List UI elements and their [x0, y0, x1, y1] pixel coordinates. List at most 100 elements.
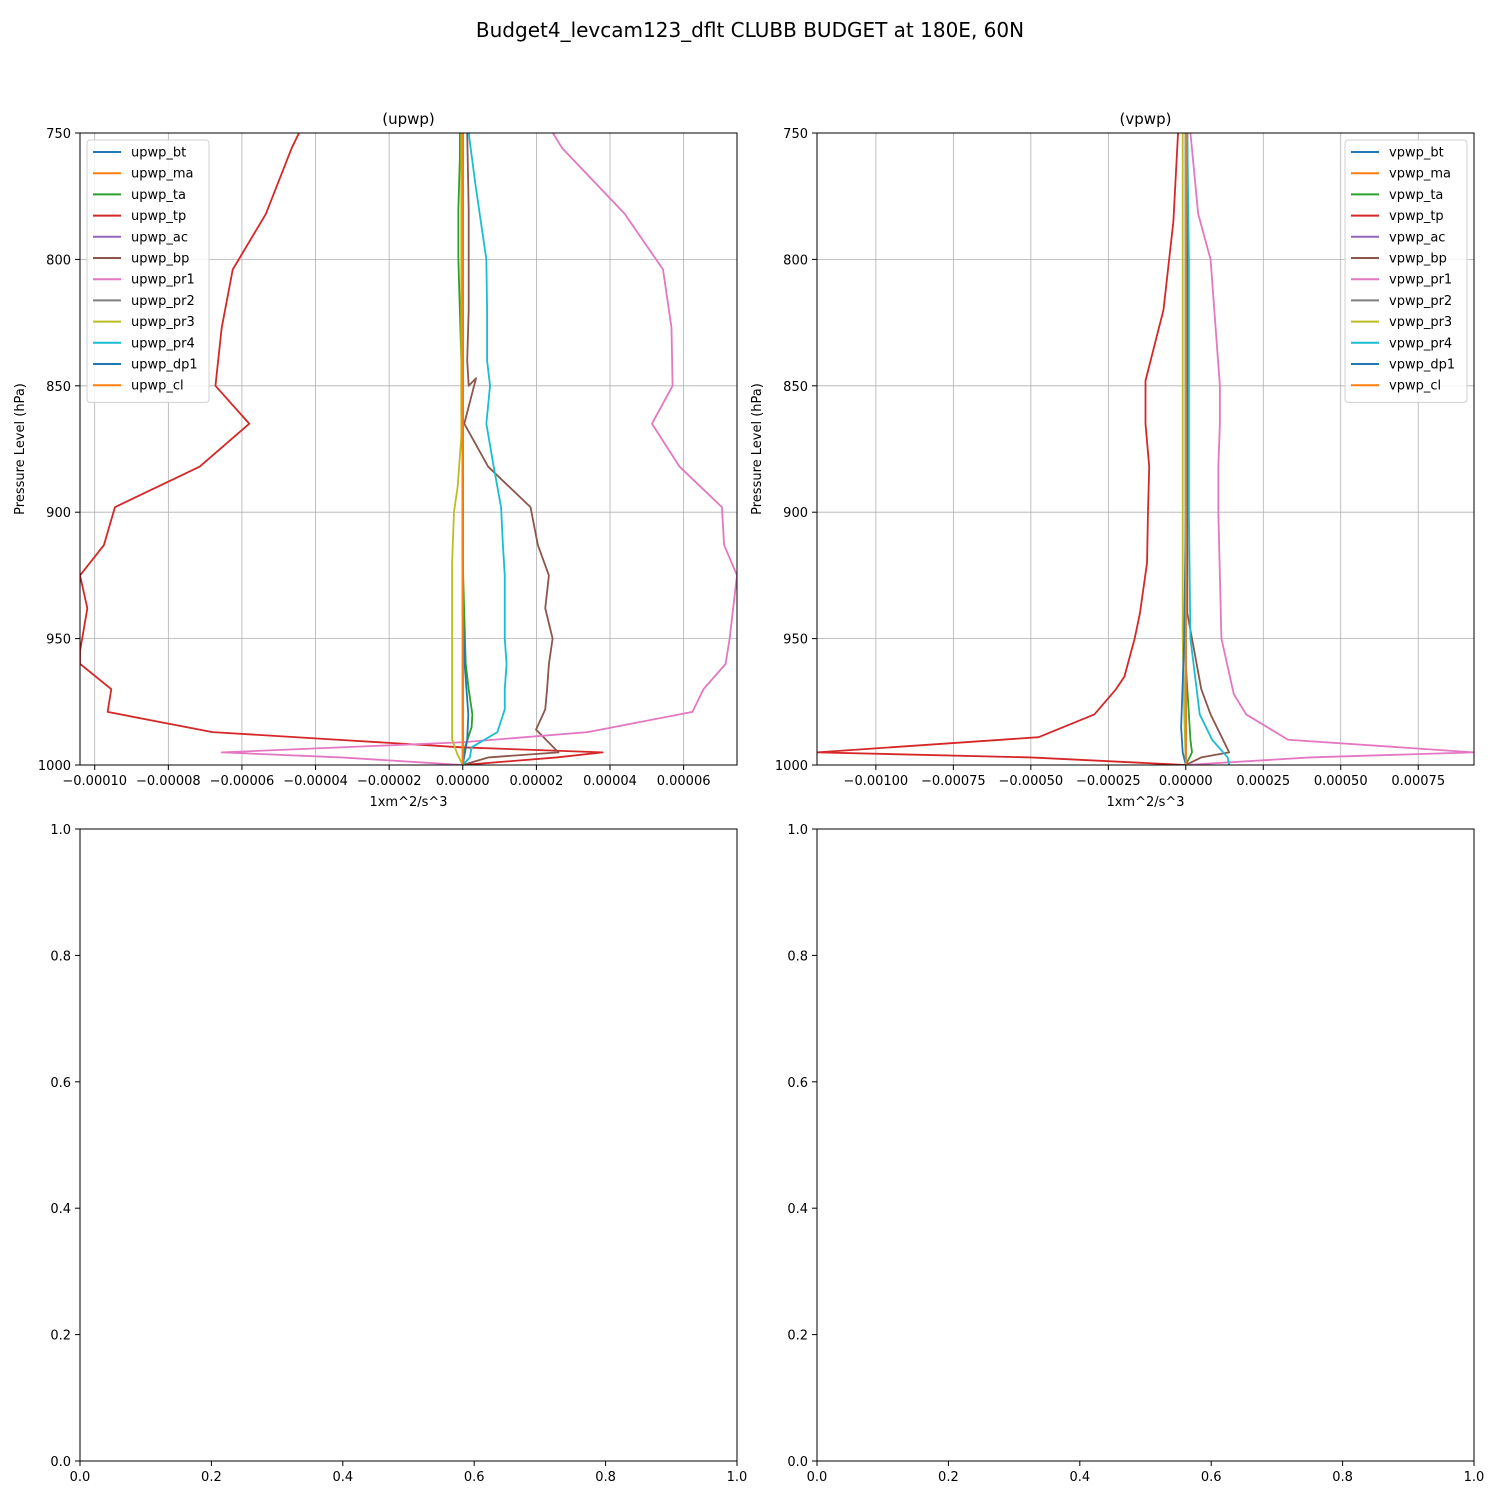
chart-panel-4: 0.0 0.2 0.4 0.6 0.8 1.0 0.0 0.2 0.4 0.6 0.8 1.0 — [787, 823, 1484, 1485]
legend-label: upwp_ta — [131, 188, 186, 203]
axes-frame — [816, 132, 1475, 766]
x-tick-label: −0.00004 — [283, 774, 348, 789]
x-tick-label: 0.00004 — [583, 774, 637, 789]
series-line-upwp_pr3 — [451, 133, 464, 765]
legend: vpwp_bt vpwp_ma vpwp_ta vpwp_tp vpwp_ac vpwp_… — [1344, 139, 1468, 403]
legend-label: vpwp_pr3 — [1389, 315, 1452, 330]
legend-label: vpwp_pr4 — [1389, 336, 1452, 351]
x-tick-label: 0.00000 — [436, 774, 490, 789]
legend-box — [86, 139, 210, 403]
y-tick-label: 0.4 — [787, 1202, 808, 1217]
y-tick-label: 1.0 — [787, 823, 808, 838]
series-line-vpwp_pr3 — [1181, 133, 1187, 765]
y-axis-label: Pressure Level (hPa) — [750, 383, 765, 515]
series-line-vpwp_bp — [1185, 133, 1231, 765]
series-line-vpwp_pr1 — [1185, 133, 1474, 765]
y-tick-label: 1000 — [775, 759, 808, 774]
x-tick-label: −0.00010 — [62, 774, 127, 789]
x-tick-label: −0.00006 — [210, 774, 275, 789]
y-tick-label: 800 — [783, 253, 808, 268]
x-tick-label: −0.00025 — [1076, 774, 1141, 789]
y-tick-label: 0.0 — [787, 1455, 808, 1470]
chart-panel-2: −0.00100 −0.00075 −0.00050 −0.00025 0.00000 0… — [750, 110, 1475, 810]
chart-panel-3: 0.0 0.2 0.4 0.6 0.8 1.0 0.0 0.2 0.4 0.6 0.8 1.0 — [50, 823, 747, 1485]
y-tick-label: 1.0 — [50, 823, 71, 838]
legend-label: vpwp_pr2 — [1389, 294, 1452, 309]
panel-title: (upwp) — [382, 110, 435, 128]
x-tick-label: −0.00075 — [921, 774, 986, 789]
x-tick-label: 1.0 — [1464, 1470, 1485, 1485]
legend-label: vpwp_ac — [1389, 230, 1445, 245]
legend-label: upwp_bp — [131, 252, 189, 267]
y-tick-label: 750 — [46, 127, 71, 142]
y-tick-label: 0.8 — [50, 949, 71, 964]
x-tick-label: 0.8 — [595, 1470, 616, 1485]
x-tick-label: 0.00006 — [657, 774, 711, 789]
legend-label: upwp_ma — [131, 167, 194, 182]
y-tick-label: 900 — [783, 506, 808, 521]
legend-label: vpwp_pr1 — [1389, 273, 1452, 288]
y-axis-label: Pressure Level (hPa) — [13, 383, 28, 515]
series-line-upwp_bp — [462, 133, 560, 765]
y-tick-label: 0.8 — [787, 949, 808, 964]
legend-label: vpwp_bp — [1389, 252, 1447, 267]
legend-label: upwp_pr2 — [131, 294, 195, 309]
series-line-upwp_tp — [80, 133, 604, 765]
legend-label: upwp_pr3 — [131, 315, 195, 330]
legend-label: upwp_dp1 — [131, 358, 198, 373]
series-line-vpwp_pr4 — [1186, 133, 1231, 765]
x-tick-label: 0.00000 — [1159, 774, 1213, 789]
series-line-vpwp_tp — [817, 133, 1186, 765]
legend-label: vpwp_ta — [1389, 188, 1443, 203]
x-tick-label: 0.8 — [1332, 1470, 1353, 1485]
y-tick-label: 1000 — [38, 759, 71, 774]
x-tick-label: 0.00002 — [510, 774, 564, 789]
y-tick-label: 800 — [46, 253, 71, 268]
y-tick-label: 850 — [46, 380, 71, 395]
y-tick-label: 850 — [783, 380, 808, 395]
x-tick-label: −0.00050 — [999, 774, 1064, 789]
x-tick-label: 0.6 — [464, 1470, 485, 1485]
y-tick-label: 750 — [783, 127, 808, 142]
x-tick-label: 0.0 — [70, 1470, 91, 1485]
axes-frame — [79, 132, 738, 766]
x-axis-label: 1xm^2/s^3 — [369, 795, 447, 810]
panel-title: (vpwp) — [1120, 110, 1172, 128]
figure-title: Budget4_levcam123_dflt CLUBB BUDGET at 1… — [476, 18, 1024, 42]
legend-label: upwp_pr1 — [131, 273, 195, 288]
x-tick-label: 0.4 — [332, 1470, 353, 1485]
legend-label: vpwp_bt — [1389, 146, 1444, 161]
legend-label: upwp_pr4 — [131, 336, 195, 351]
subplot-grid: −0.00010 −0.00008 −0.00006 −0.00004 −0.00002… — [13, 110, 1484, 1485]
x-tick-label: 0.6 — [1201, 1470, 1222, 1485]
x-tick-label: 1.0 — [727, 1470, 748, 1485]
y-tick-label: 0.6 — [787, 1076, 808, 1091]
y-tick-label: 950 — [783, 633, 808, 648]
legend-label: vpwp_ma — [1389, 167, 1451, 182]
y-tick-label: 0.4 — [50, 1202, 71, 1217]
legend-box — [1344, 139, 1468, 403]
y-tick-label: 0.0 — [50, 1455, 71, 1470]
chart-panel-1: −0.00010 −0.00008 −0.00006 −0.00004 −0.00002… — [13, 110, 738, 810]
series-group — [817, 133, 1474, 765]
legend-label: upwp_ac — [131, 230, 188, 245]
y-tick-label: 900 — [46, 506, 71, 521]
series-group — [80, 133, 737, 765]
x-tick-label: −0.00008 — [136, 774, 201, 789]
x-tick-label: −0.00100 — [844, 774, 909, 789]
y-tick-label: 950 — [46, 633, 71, 648]
x-tick-label: 0.00050 — [1314, 774, 1368, 789]
x-tick-label: 0.2 — [201, 1470, 222, 1485]
legend-label: upwp_cl — [131, 379, 184, 394]
legend-label: vpwp_tp — [1389, 209, 1444, 224]
x-tick-label: 0.00075 — [1391, 774, 1445, 789]
legend-label: vpwp_dp1 — [1389, 358, 1455, 373]
x-axis-label: 1xm^2/s^3 — [1106, 795, 1184, 810]
y-tick-label: 0.6 — [50, 1076, 71, 1091]
x-tick-label: −0.00002 — [357, 774, 422, 789]
y-tick-label: 0.2 — [787, 1329, 808, 1344]
legend-label: upwp_bt — [131, 146, 186, 161]
legend-label: vpwp_cl — [1389, 379, 1441, 394]
